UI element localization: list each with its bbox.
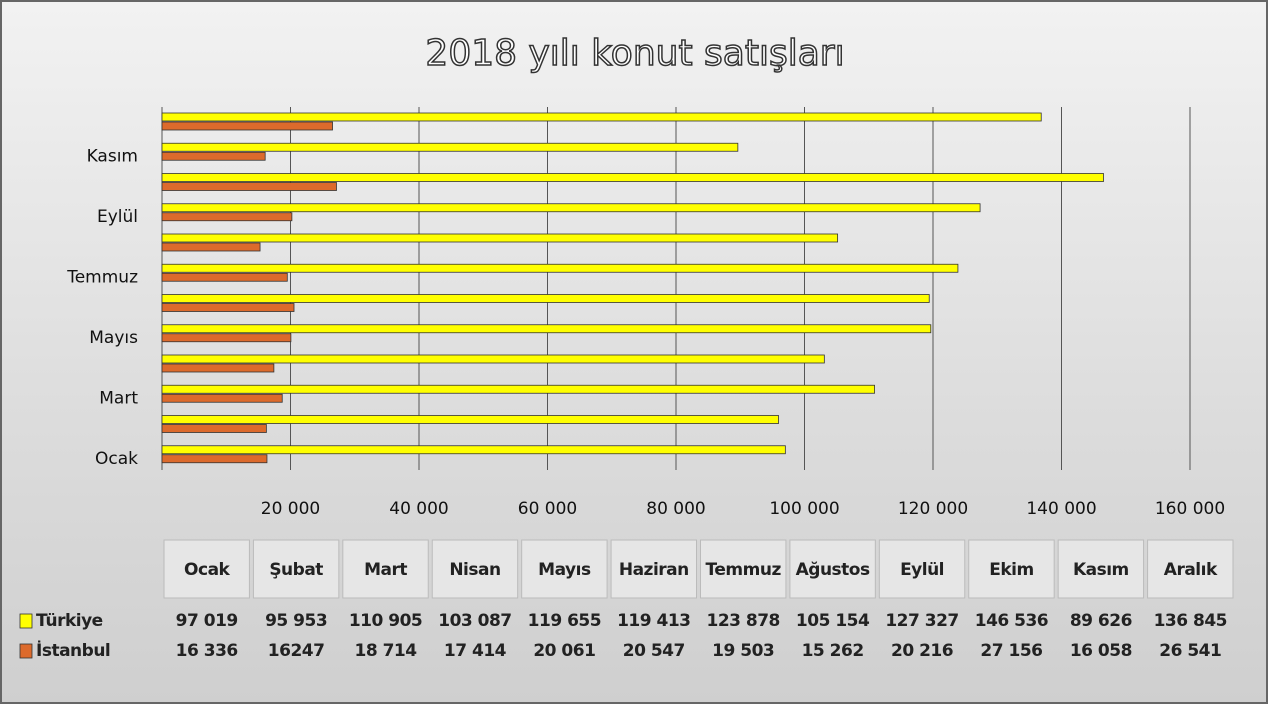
x-tick-label: 40 000 <box>389 499 448 519</box>
table-header: Şubat <box>269 560 323 580</box>
y-tick-label: Ocak <box>95 449 138 469</box>
table-value: 20 547 <box>623 641 685 661</box>
table-header-cell <box>878 539 966 599</box>
table-value: 18 714 <box>355 641 418 661</box>
table-header: Ekim <box>989 560 1033 580</box>
table-value: 89 626 <box>1070 611 1132 631</box>
table-header-cell <box>1057 539 1145 599</box>
table-value: 136 845 <box>1154 611 1227 631</box>
table-header: Temmuz <box>706 560 782 580</box>
bar <box>161 121 333 131</box>
bar <box>161 272 288 282</box>
bar <box>161 151 266 161</box>
table-value: 15 262 <box>802 641 864 661</box>
bar <box>161 242 261 252</box>
table-header-cell <box>431 539 519 599</box>
bar <box>161 142 739 152</box>
table-value: 27 156 <box>980 641 1042 661</box>
table-header: Eylül <box>900 560 944 580</box>
bar <box>161 393 283 403</box>
table-value: 127 327 <box>885 611 958 631</box>
table-value: 16 336 <box>176 641 238 661</box>
table-header: Mayıs <box>538 560 591 580</box>
bar <box>161 363 275 373</box>
table-header-cell <box>252 539 340 599</box>
table-header-cell <box>342 539 429 599</box>
table-header-cell <box>163 539 250 599</box>
legend-label: İstanbul <box>36 639 110 661</box>
table-value: 119 413 <box>617 611 690 631</box>
table-value: 16 058 <box>1070 641 1132 661</box>
bar <box>161 333 292 343</box>
y-tick-label: Kasım <box>87 146 138 166</box>
table-header: Haziran <box>619 560 689 580</box>
legend-swatch <box>19 643 33 659</box>
x-tick-label: 80 000 <box>646 499 705 519</box>
table-header: Nisan <box>449 560 500 580</box>
x-tick-label: 100 000 <box>769 499 839 519</box>
bar <box>161 424 267 433</box>
table-header: Mart <box>364 560 407 580</box>
bar <box>161 182 337 191</box>
table-value: 20 216 <box>891 641 953 661</box>
bar <box>161 233 839 243</box>
bar <box>161 263 959 273</box>
x-tick-label: 160 000 <box>1155 499 1225 519</box>
table-value: 103 087 <box>438 611 511 631</box>
table-header: Kasım <box>1073 560 1129 580</box>
bar <box>161 112 1042 122</box>
table-value: 16247 <box>268 641 325 661</box>
legend-swatch <box>19 613 33 629</box>
table-header-cell <box>700 539 787 599</box>
y-tick-label: Eylül <box>97 207 138 227</box>
x-tick-label: 120 000 <box>898 499 968 519</box>
bar <box>161 173 1104 182</box>
bar <box>161 212 293 222</box>
y-tick-label: Mart <box>99 388 138 408</box>
table-value: 19 503 <box>712 641 774 661</box>
bar <box>161 454 268 464</box>
chart-title: 2018 yılı konut satışları <box>425 33 844 74</box>
table-value: 20 061 <box>533 641 595 661</box>
table-value: 123 878 <box>707 611 780 631</box>
table-value: 110 905 <box>349 611 422 631</box>
x-tick-label: 20 000 <box>261 499 320 519</box>
table-header: Ocak <box>184 560 231 580</box>
legend-label: Türkiye <box>36 611 103 631</box>
table-header-cell <box>968 539 1055 599</box>
table-header-cell <box>610 539 697 599</box>
bar <box>161 203 981 213</box>
table-header: Ağustos <box>796 560 870 580</box>
bar <box>161 415 779 424</box>
table-value: 26 541 <box>1159 641 1221 661</box>
y-tick-label: Temmuz <box>66 267 138 287</box>
y-tick-label: Mayıs <box>89 328 138 348</box>
table-header-cell <box>1147 539 1234 599</box>
table-header-cell <box>521 539 608 599</box>
table-header-cell <box>789 539 876 599</box>
table-value: 146 536 <box>975 611 1048 631</box>
table-value: 95 953 <box>265 611 327 631</box>
table-value: 105 154 <box>796 611 870 631</box>
bar <box>161 324 932 334</box>
table-header: Aralık <box>1164 560 1218 580</box>
x-tick-label: 60 000 <box>518 499 577 519</box>
table-value: 97 019 <box>176 611 238 631</box>
bar <box>161 303 295 312</box>
bar <box>161 445 786 455</box>
bar <box>161 354 825 364</box>
table-value: 17 414 <box>444 641 507 661</box>
bar <box>161 294 930 303</box>
bar <box>161 384 875 394</box>
x-tick-label: 140 000 <box>1026 499 1096 519</box>
table-value: 119 655 <box>528 611 601 631</box>
